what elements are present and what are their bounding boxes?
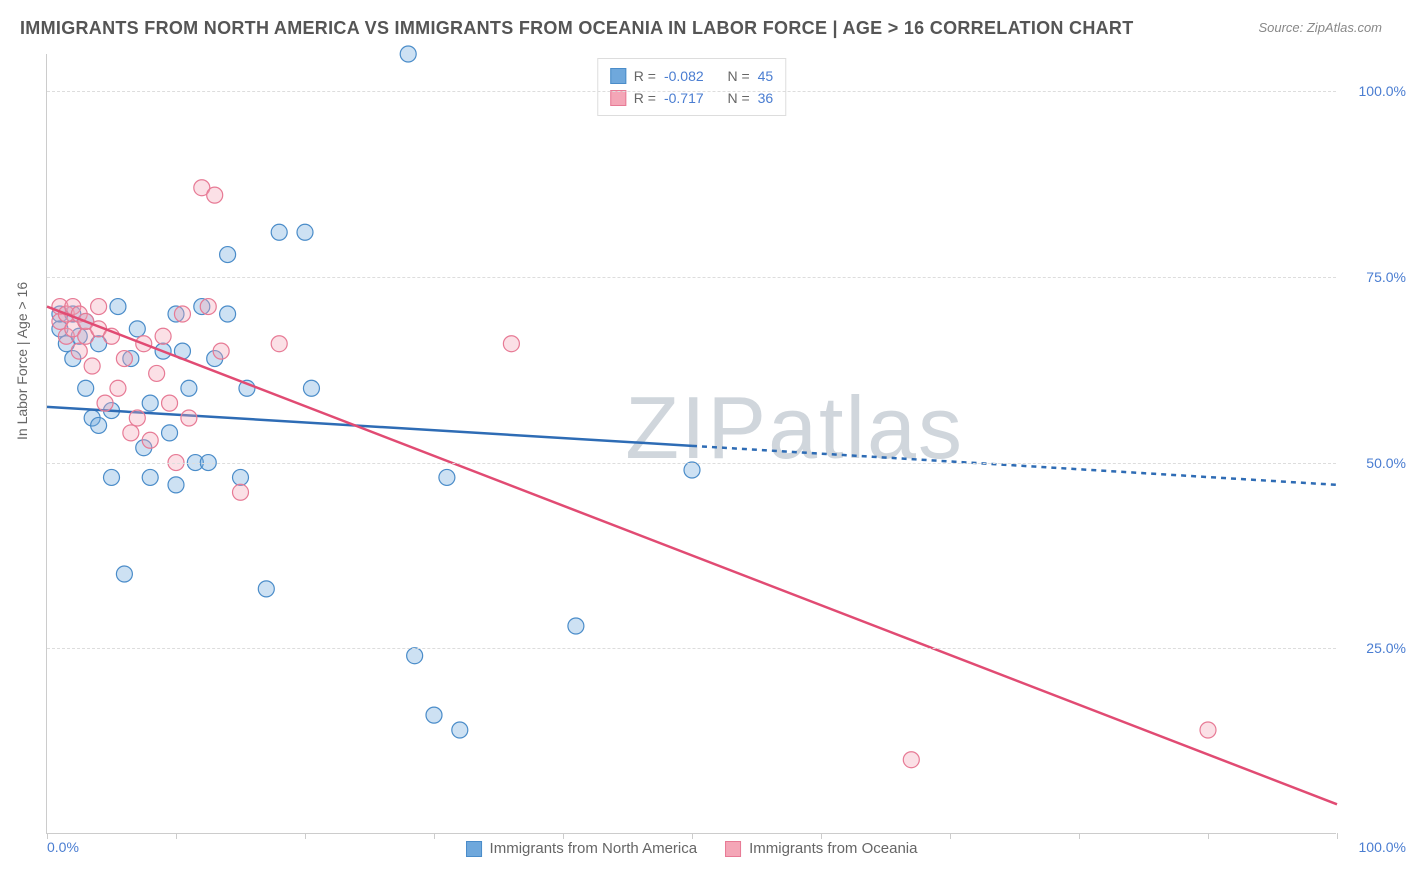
data-point <box>142 432 158 448</box>
data-point <box>181 410 197 426</box>
legend-swatch <box>466 841 482 857</box>
x-tick <box>434 833 435 839</box>
data-point <box>91 299 107 315</box>
x-tick <box>47 833 48 839</box>
data-point <box>220 306 236 322</box>
data-point <box>220 247 236 263</box>
data-point <box>162 425 178 441</box>
series-label: Immigrants from Oceania <box>749 840 917 857</box>
data-point <box>142 395 158 411</box>
data-point <box>129 321 145 337</box>
x-tick <box>950 833 951 839</box>
trend-line-extrapolated <box>692 446 1337 485</box>
x-tick <box>1079 833 1080 839</box>
x-tick-max: 100.0% <box>1359 839 1406 855</box>
data-point <box>116 566 132 582</box>
data-point <box>200 299 216 315</box>
series-legend-item: Immigrants from North America <box>466 840 698 857</box>
y-axis-label: In Labor Force | Age > 16 <box>14 282 30 440</box>
data-point <box>297 224 313 240</box>
data-point <box>78 380 94 396</box>
data-point <box>155 328 171 344</box>
data-point <box>568 618 584 634</box>
y-tick-label: 100.0% <box>1346 83 1406 99</box>
x-tick <box>821 833 822 839</box>
data-point <box>1200 722 1216 738</box>
data-point <box>407 648 423 664</box>
data-point <box>903 752 919 768</box>
x-tick <box>1337 833 1338 839</box>
legend-n-label: N = <box>727 65 749 87</box>
legend-swatch <box>610 68 626 84</box>
y-tick-label: 50.0% <box>1346 455 1406 471</box>
x-tick <box>305 833 306 839</box>
data-point <box>181 380 197 396</box>
data-point <box>400 46 416 62</box>
data-point <box>104 469 120 485</box>
data-point <box>71 343 87 359</box>
grid-line <box>47 648 1336 649</box>
data-point <box>129 410 145 426</box>
data-point <box>233 484 249 500</box>
data-point <box>233 469 249 485</box>
chart-title: IMMIGRANTS FROM NORTH AMERICA VS IMMIGRA… <box>20 18 1134 39</box>
data-point <box>452 722 468 738</box>
series-legend-item: Immigrants from Oceania <box>725 840 917 857</box>
legend-r-value: -0.082 <box>664 65 704 87</box>
x-tick <box>692 833 693 839</box>
data-point <box>426 707 442 723</box>
trend-line <box>47 307 1337 805</box>
data-point <box>207 187 223 203</box>
data-point <box>110 380 126 396</box>
y-tick-label: 75.0% <box>1346 269 1406 285</box>
data-point <box>110 299 126 315</box>
data-point <box>303 380 319 396</box>
y-tick-label: 25.0% <box>1346 640 1406 656</box>
data-point <box>168 477 184 493</box>
x-tick-min: 0.0% <box>47 839 79 855</box>
data-point <box>149 365 165 381</box>
data-point <box>174 306 190 322</box>
data-point <box>84 358 100 374</box>
grid-line <box>47 91 1336 92</box>
grid-line <box>47 463 1336 464</box>
data-point <box>684 462 700 478</box>
legend-n-value: 45 <box>758 65 774 87</box>
data-point <box>258 581 274 597</box>
x-tick <box>563 833 564 839</box>
grid-line <box>47 277 1336 278</box>
x-tick <box>176 833 177 839</box>
x-tick <box>1208 833 1209 839</box>
series-label: Immigrants from North America <box>490 840 698 857</box>
chart-svg <box>47 54 1336 833</box>
data-point <box>271 224 287 240</box>
data-point <box>162 395 178 411</box>
data-point <box>271 336 287 352</box>
series-legend: Immigrants from North America Immigrants … <box>466 840 918 857</box>
legend-r-label: R = <box>634 65 656 87</box>
data-point <box>123 425 139 441</box>
data-point <box>116 351 132 367</box>
legend-row: R = -0.082 N = 45 <box>610 65 773 87</box>
source-attribution: Source: ZipAtlas.com <box>1258 20 1382 35</box>
data-point <box>213 343 229 359</box>
legend-swatch <box>610 90 626 106</box>
data-point <box>97 395 113 411</box>
data-point <box>439 469 455 485</box>
data-point <box>91 417 107 433</box>
data-point <box>503 336 519 352</box>
data-point <box>142 469 158 485</box>
correlation-legend: R =-0.082 N =45R =-0.717 N =36 <box>597 58 786 116</box>
legend-swatch <box>725 841 741 857</box>
plot-area: ZIPatlas R =-0.082 N =45R =-0.717 N =36 … <box>46 54 1336 834</box>
